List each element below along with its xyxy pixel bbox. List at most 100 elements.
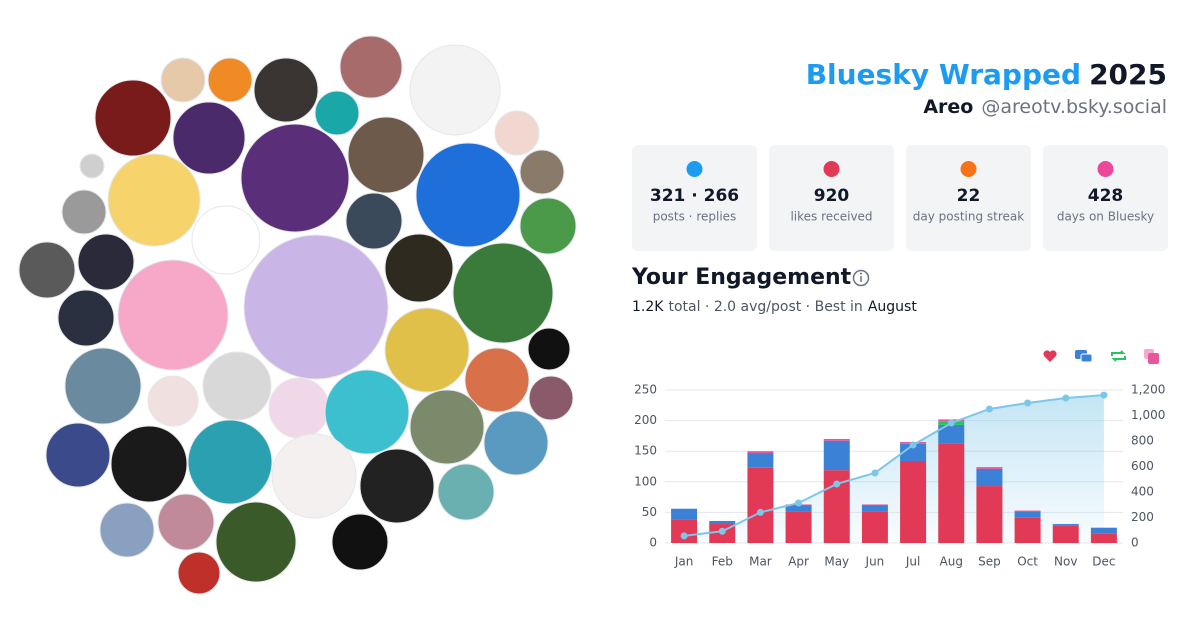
stat-icon (823, 161, 840, 177)
summary-best: August (868, 299, 918, 315)
y2-tick-label: 400 (1131, 485, 1154, 499)
x-tick-label: Aug (940, 555, 963, 569)
avatar (147, 375, 199, 427)
avatar (243, 234, 389, 380)
avatar (18, 241, 76, 299)
avatar (64, 347, 142, 425)
stat-label: days on Bluesky (1057, 210, 1154, 224)
bar-segment (785, 505, 812, 512)
stat-value: 321 · 266 (650, 186, 739, 206)
avatar (528, 375, 574, 421)
user-name: Areo (923, 96, 973, 118)
avatar (409, 389, 485, 465)
bar-segment (976, 468, 1003, 487)
legend-likes[interactable] (1043, 350, 1057, 362)
bar-segment (1052, 525, 1079, 543)
line-point (871, 469, 879, 477)
y-tick-label: 100 (634, 474, 657, 488)
y-tick-label: 250 (634, 383, 657, 397)
bar-segment (823, 438, 850, 441)
stat-label: posts · replies (653, 210, 737, 224)
avatar (519, 197, 577, 255)
x-tick-label: Feb (712, 555, 733, 569)
y2-tick-label: 1,200 (1131, 383, 1165, 397)
engagement-title: Your Engagement (631, 265, 852, 290)
avatar (187, 419, 273, 505)
avatar (117, 259, 229, 371)
x-tick-label: Jan (674, 555, 694, 569)
x-tick-label: Apr (788, 555, 809, 569)
stat-value: 22 (957, 186, 981, 206)
area (684, 395, 1104, 543)
avatar (157, 493, 215, 551)
avatar (172, 101, 246, 175)
legend (1043, 349, 1159, 364)
avatar (45, 422, 111, 488)
avatar (345, 192, 403, 250)
avatar (452, 242, 554, 344)
avatar (215, 501, 297, 583)
user-handle: @areotv.bsky.social (981, 96, 1167, 118)
bar-segment (861, 505, 888, 512)
bar-segment (747, 453, 774, 468)
avatar (99, 502, 155, 558)
bar-segment (747, 467, 774, 543)
avatar (384, 233, 454, 303)
avatar (271, 433, 357, 519)
legend-replies[interactable] (1075, 350, 1093, 363)
legend-reposts[interactable] (1111, 350, 1126, 362)
avatar (527, 327, 571, 371)
avatar (79, 153, 105, 179)
legend-quotes[interactable] (1144, 349, 1159, 364)
avatar (494, 110, 540, 156)
x-tick-label: Dec (1092, 555, 1115, 569)
y2-tick-label: 0 (1131, 536, 1139, 550)
stat-card (1043, 145, 1168, 251)
stat-card (769, 145, 894, 251)
avatar (437, 463, 495, 521)
avatar (107, 153, 201, 247)
avatar (177, 551, 221, 595)
engagement-summary: 1.2K total · 2.0 avg/post · Best in August (632, 299, 917, 315)
stat-icon (1097, 161, 1114, 177)
summary-total: 1.2K (632, 299, 664, 315)
avatar (268, 377, 330, 439)
avatar (409, 44, 501, 136)
line-point (680, 532, 688, 540)
bar-segment (938, 424, 965, 444)
bar-segment (823, 440, 850, 471)
stat-label: day posting streak (913, 210, 1025, 224)
line-point (718, 527, 726, 535)
avatar (253, 57, 319, 123)
x-tick-label: Oct (1017, 555, 1038, 569)
y2-tick-label: 800 (1131, 434, 1154, 448)
title: Bluesky Wrapped 2025 (806, 58, 1167, 91)
user: Areo @areotv.bsky.social (923, 96, 1167, 118)
bar-segment (709, 520, 736, 525)
x-tick-label: May (824, 555, 849, 569)
bar-segment (861, 511, 888, 543)
info-icon (852, 269, 870, 287)
avatar (191, 205, 261, 275)
bar-segment (671, 519, 698, 543)
area-layer (684, 395, 1104, 543)
avatar (331, 513, 389, 571)
avatar (77, 233, 135, 291)
x-tick-label: Mar (749, 555, 772, 569)
engagement-chart: 0 50 100 150 200 250 0 200 400 600 800 1,000 1,200 Ja… (634, 383, 1165, 569)
bar-segment (1090, 533, 1117, 543)
avatar (415, 142, 521, 248)
stat-icon (686, 161, 703, 177)
avatar (61, 189, 107, 235)
bar-segment (976, 467, 1003, 469)
title-year: 2025 (1089, 58, 1167, 91)
stat-icon (960, 161, 977, 177)
summary-text: total · 2.0 avg/post · Best in (668, 299, 862, 315)
avatar-cloud (18, 35, 577, 595)
bar-segment (861, 504, 888, 506)
avatar (384, 307, 470, 393)
y-tick-label: 200 (634, 413, 657, 427)
bar-segment (900, 460, 927, 543)
bar-segment (1014, 517, 1041, 543)
